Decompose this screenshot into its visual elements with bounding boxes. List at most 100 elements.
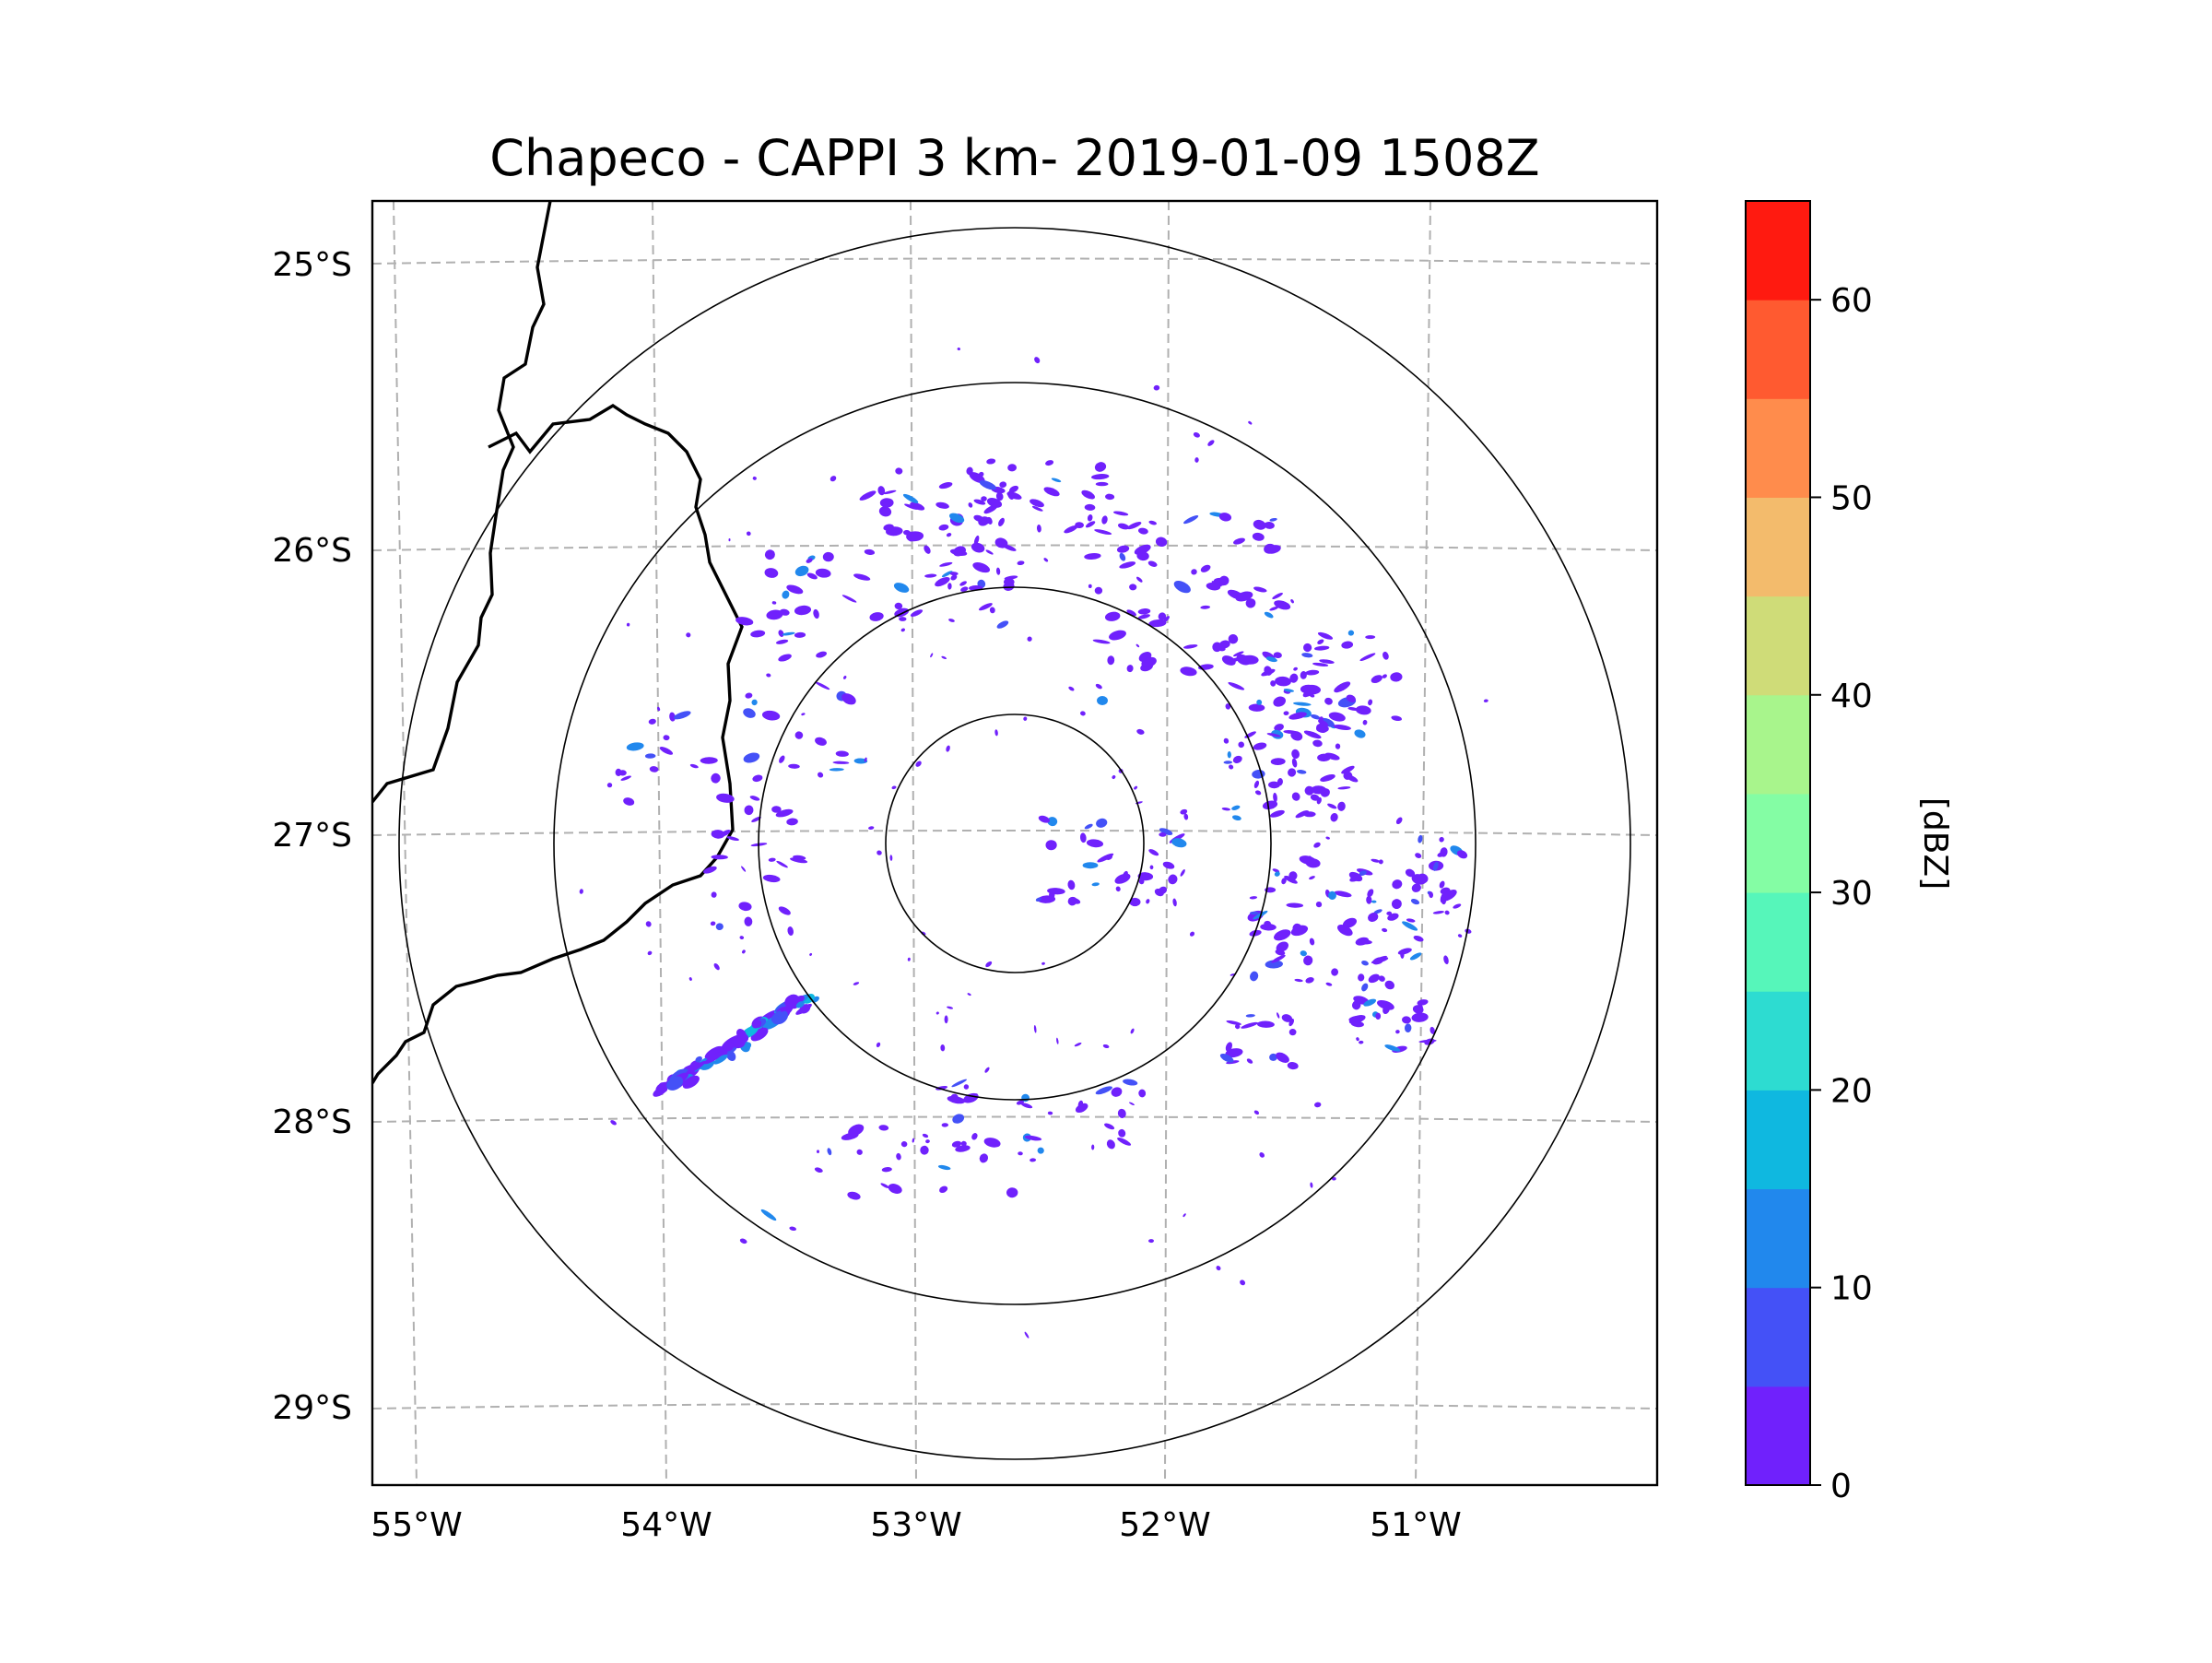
echo-cell [1317, 631, 1334, 640]
argentina-border [372, 201, 552, 804]
echo-cell [1218, 646, 1226, 652]
echo-cell [816, 1150, 820, 1153]
echo-cell [793, 855, 806, 860]
echo-cell [1231, 805, 1241, 810]
echo-cell [1087, 514, 1093, 522]
echo-cell [1341, 641, 1354, 649]
echo-cell [1375, 1012, 1382, 1020]
echo-cell [1123, 1079, 1138, 1086]
echo-cell [995, 491, 1004, 501]
echo-cell [960, 1140, 967, 1147]
echo-cell [1030, 1158, 1037, 1162]
echo-cell [925, 1139, 930, 1144]
echo-cell [1378, 859, 1383, 865]
echo-cell [771, 601, 777, 605]
echo-cell [941, 571, 953, 578]
echo-cell [1299, 855, 1317, 866]
echo-cell [944, 1015, 948, 1024]
echo-cell [1362, 719, 1368, 725]
echo-cell [949, 572, 959, 576]
echo-cell [1316, 725, 1329, 733]
echo-cell [1147, 560, 1158, 567]
echo-cell [1347, 707, 1359, 711]
echo-cell [1404, 1023, 1412, 1032]
echo-cell [776, 639, 789, 644]
lon-label-53: 53°W [870, 1506, 961, 1544]
echo-cell [1129, 897, 1141, 907]
echo-cell [1334, 890, 1352, 898]
echo-cell [1296, 769, 1307, 774]
echo-cell [1317, 639, 1324, 644]
echo-cell [1200, 564, 1211, 572]
echo-cell [1223, 761, 1233, 764]
echo-cell [1219, 1053, 1234, 1063]
echo-cell [1300, 671, 1307, 679]
echo-cell [1290, 925, 1309, 937]
echo-cell [1182, 644, 1198, 649]
echo-cell [738, 902, 752, 912]
echo-cell [1241, 1021, 1258, 1029]
echo-cell [816, 651, 828, 658]
echo-cell [995, 567, 1001, 575]
echo-cell [806, 572, 818, 580]
echo-cell [704, 1051, 724, 1065]
range-rings [398, 227, 1631, 1460]
echo-cell [841, 693, 856, 705]
echo-cell [877, 850, 882, 855]
echo-cell [658, 1082, 668, 1092]
echo-cell [1236, 654, 1251, 666]
echo-cell [752, 476, 757, 480]
colorbar-swatch-4 [1746, 991, 1810, 1091]
echo-cell [1441, 895, 1447, 905]
echo-cell [1112, 775, 1116, 779]
echo-cell [1368, 913, 1379, 922]
echo-cell [1457, 934, 1463, 938]
echo-cell [951, 1140, 962, 1148]
lat-label-26: 26°S [272, 532, 352, 570]
echo-cell [939, 1185, 948, 1194]
echo-cell [688, 977, 692, 981]
colorbar-swatch-11 [1746, 300, 1810, 399]
echo-cell [1248, 703, 1265, 712]
echo-cell [1118, 1128, 1126, 1138]
echo-cell [830, 476, 837, 482]
echo-cell [1309, 876, 1315, 880]
echo-cell [1097, 696, 1108, 705]
echo-cell [963, 1092, 979, 1103]
echo-cell [1020, 1103, 1033, 1109]
echo-cell [971, 1133, 978, 1140]
echo-cell [1256, 1020, 1275, 1028]
echo-cell [742, 949, 746, 954]
echo-cell [1135, 576, 1143, 583]
echo-cell [1328, 890, 1336, 900]
echo-cell [1432, 861, 1439, 871]
echo-cell [1088, 584, 1092, 588]
echo-cell [1207, 440, 1215, 446]
echo-cell [1259, 1152, 1265, 1158]
echo-cell [1384, 980, 1395, 990]
echo-cell [1154, 888, 1164, 897]
echo-cell [1227, 589, 1243, 600]
echo-cell [1024, 1331, 1030, 1339]
echo-cell [1097, 853, 1114, 863]
echo-cell [894, 602, 903, 610]
echo-cell [1111, 1087, 1123, 1097]
echo-cell [1395, 1030, 1400, 1034]
echo-cell [1117, 1108, 1126, 1118]
echo-cell [786, 818, 798, 826]
echo-cell [899, 617, 907, 621]
echo-cell [1332, 1177, 1336, 1181]
echo-cell [1264, 666, 1273, 676]
echo-cell [878, 1125, 889, 1131]
echo-cell [686, 1060, 706, 1075]
echo-cell [795, 1001, 805, 1008]
echo-cell [1367, 889, 1374, 898]
echo-cell [1387, 913, 1399, 921]
echo-cell [1483, 699, 1488, 702]
echo-cell [790, 857, 808, 864]
echo-cell [1264, 543, 1277, 554]
echo-cell [1218, 640, 1230, 649]
echo-cell [711, 830, 725, 839]
echo-cell [743, 708, 756, 718]
